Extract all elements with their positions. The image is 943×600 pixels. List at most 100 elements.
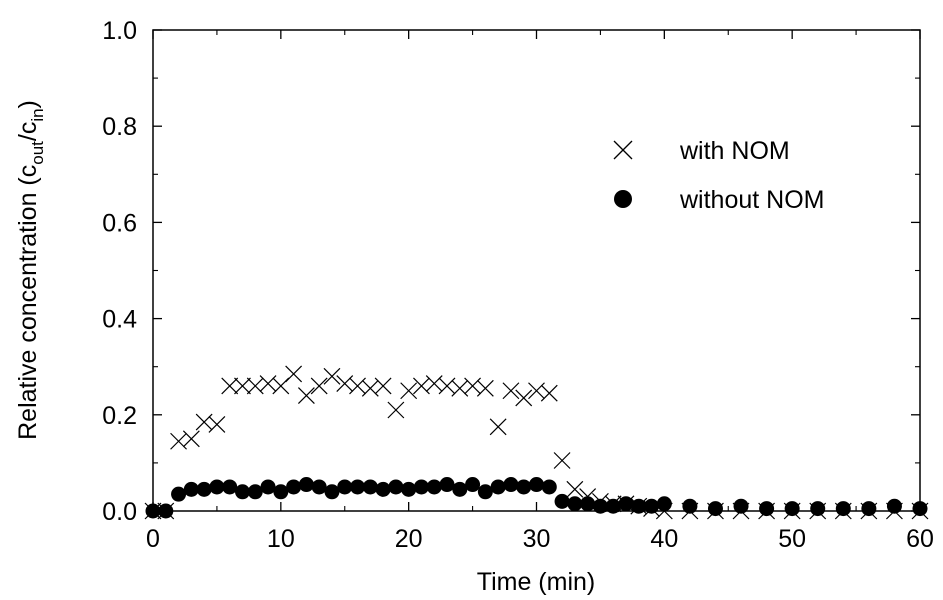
y-tick-label: 0.4	[102, 306, 137, 334]
y-tick-label: 1.0	[102, 17, 137, 45]
legend-marker-without-nom	[614, 190, 632, 208]
data-point-with-nom	[489, 418, 507, 436]
y-axis-ticks: 0.0 0.2 0.4 0.6 0.8 1.0	[102, 17, 920, 526]
data-point-without-nom	[707, 501, 723, 517]
data-point-without-nom	[158, 503, 174, 519]
data-point-without-nom	[490, 479, 506, 495]
data-point-without-nom	[567, 496, 583, 512]
y-axis-label-main: Relative concentration (c	[14, 165, 42, 440]
data-point-with-nom	[540, 384, 558, 402]
data-point-without-nom	[516, 479, 532, 495]
data-point-without-nom	[286, 479, 302, 495]
data-point-without-nom	[605, 498, 621, 514]
data-point-without-nom	[413, 479, 429, 495]
data-point-without-nom	[145, 503, 161, 519]
x-tick-label: 30	[523, 525, 551, 553]
data-point-without-nom	[810, 501, 826, 517]
y-tick-label: 0.2	[102, 402, 137, 430]
data-point-without-nom	[196, 481, 212, 497]
data-point-with-nom	[182, 430, 200, 448]
data-point-without-nom	[324, 484, 340, 500]
data-point-without-nom	[503, 477, 519, 493]
data-point-with-nom	[502, 382, 520, 400]
y-axis-label-end: )	[14, 100, 42, 108]
data-point-without-nom	[298, 477, 314, 493]
x-tick-label: 60	[906, 525, 934, 553]
x-axis-label: Time (min)	[477, 568, 596, 596]
data-point-without-nom	[644, 498, 660, 514]
data-point-without-nom	[477, 484, 493, 500]
data-point-without-nom	[592, 498, 608, 514]
legend-label-without-nom: without NOM	[679, 186, 824, 214]
x-tick-label: 20	[395, 525, 423, 553]
data-point-with-nom	[310, 377, 328, 395]
x-axis-ticks: 0 10 20 30 40 50 60	[146, 30, 934, 553]
data-point-with-nom	[323, 367, 341, 385]
data-point-without-nom	[529, 477, 544, 493]
data-point-without-nom	[183, 481, 199, 497]
data-point-without-nom	[337, 479, 353, 495]
legend-marker-with-nom	[613, 140, 633, 160]
data-point-with-nom	[208, 415, 226, 433]
x-tick-label: 50	[778, 525, 806, 553]
y-axis-label-sub1: out	[28, 141, 47, 165]
data-point-without-nom	[260, 479, 276, 495]
y-axis-label-mid: /c	[14, 122, 42, 141]
y-axis-label: Relative concentration (cout/cin)	[14, 100, 47, 440]
data-point-without-nom	[350, 479, 366, 495]
series-with-nom	[144, 365, 929, 520]
data-point-without-nom	[311, 479, 327, 495]
data-point-without-nom	[439, 477, 455, 493]
data-point-without-nom	[682, 498, 698, 514]
data-point-without-nom	[861, 501, 877, 517]
x-tick-label: 10	[267, 525, 295, 553]
data-point-with-nom	[297, 387, 315, 404]
data-point-with-nom	[285, 365, 303, 383]
data-point-without-nom	[362, 479, 378, 495]
legend-label-with-nom: with NOM	[679, 137, 790, 165]
data-point-with-nom	[553, 452, 571, 469]
data-point-without-nom	[835, 501, 851, 517]
data-point-without-nom	[886, 498, 902, 514]
y-tick-label: 0.0	[102, 498, 137, 526]
data-point-without-nom	[452, 481, 468, 497]
data-point-without-nom	[375, 481, 391, 497]
data-point-without-nom	[273, 484, 289, 500]
data-point-without-nom	[247, 484, 263, 500]
data-point-without-nom	[631, 498, 647, 514]
legend: with NOM without NOM	[613, 137, 824, 214]
data-point-with-nom	[221, 377, 239, 395]
data-point-without-nom	[401, 481, 417, 497]
data-point-without-nom	[733, 498, 749, 514]
data-point-without-nom	[784, 501, 800, 517]
data-point-without-nom	[656, 496, 672, 512]
plot-frame	[152, 29, 921, 512]
data-point-without-nom	[388, 479, 404, 495]
data-point-without-nom	[618, 496, 634, 512]
data-point-without-nom	[234, 484, 250, 500]
x-tick-label: 0	[146, 525, 160, 553]
data-point-with-nom	[476, 379, 494, 397]
data-point-without-nom	[759, 501, 775, 517]
data-point-without-nom	[554, 493, 570, 509]
data-point-without-nom	[541, 479, 557, 495]
y-tick-label: 0.6	[102, 209, 137, 237]
data-point-without-nom	[465, 477, 481, 493]
data-point-without-nom	[209, 479, 225, 495]
y-axis-label-sub2: in	[28, 108, 47, 121]
y-tick-label: 0.8	[102, 113, 137, 141]
data-point-without-nom	[222, 479, 238, 495]
data-point-without-nom	[171, 486, 187, 502]
data-point-without-nom	[580, 496, 596, 512]
data-point-with-nom	[566, 480, 584, 498]
data-point-with-nom	[400, 382, 418, 400]
data-point-with-nom	[515, 389, 533, 407]
data-point-with-nom	[387, 401, 405, 419]
data-point-with-nom	[234, 377, 251, 395]
x-tick-label: 40	[650, 525, 678, 553]
series-without-nom	[145, 477, 928, 519]
data-point-with-nom	[374, 377, 392, 395]
data-point-without-nom	[426, 479, 442, 495]
data-point-without-nom	[912, 501, 928, 517]
